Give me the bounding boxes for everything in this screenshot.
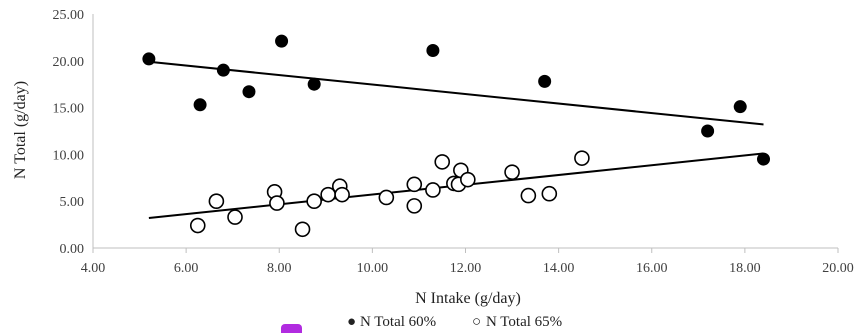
x-tick-label: 6.00 [174,261,199,276]
x-axis-title: N Intake (g/day) [415,290,521,307]
data-points [142,34,770,238]
x-tick-labels: 4.00 6.00 8.00 10.00 12.00 14.00 16.00 18.00 20.… [81,261,854,276]
y-tick-label: 5.00 [60,195,85,210]
x-tick-label: 18.00 [729,261,761,276]
overlay-badge[interactable] [281,324,302,333]
data-point-series-1 [757,152,770,166]
y-tick-label: 20.00 [53,55,85,70]
data-point-series-1 [426,44,440,58]
data-point-series-2 [334,186,350,203]
axes [92,14,839,253]
y-tick-label: 15.00 [53,102,85,117]
data-point-series-1 [733,100,747,114]
x-tick-label: 20.00 [822,261,854,276]
data-point-series-2 [574,150,590,166]
trendline-series-1 [148,60,764,126]
data-point-series-2 [520,187,537,204]
data-point-series-1 [275,34,289,48]
legend: ● N Total 60% ○ N Total 65% [347,314,562,330]
data-point-series-2 [227,209,243,225]
data-point-series-2 [504,164,520,180]
data-point-series-2 [406,176,423,193]
data-point-series-1 [307,77,321,91]
y-axis-title: N Total (g/day) [12,81,29,179]
data-point-series-2 [434,154,451,170]
data-point-series-2 [406,198,423,214]
trendlines [148,60,764,220]
data-point-series-1 [216,63,230,77]
legend-label-60: N Total 60% [360,314,436,330]
y-tick-labels: 0.00 5.00 10.00 15.00 20.00 25.00 [53,8,85,257]
data-point-series-2 [541,185,558,202]
data-point-series-2 [460,171,476,188]
data-point-series-2 [294,221,311,238]
data-point-series-2 [378,189,395,206]
data-point-series-2 [425,182,441,198]
data-point-series-1 [242,85,256,99]
legend-marker-65: ○ [472,314,481,330]
legend-label-65: N Total 65% [486,314,562,330]
x-tick-label: 12.00 [450,261,482,276]
data-point-series-1 [701,124,715,138]
data-point-series-1 [538,74,552,88]
data-point-series-2 [269,195,285,211]
data-point-series-2 [306,193,322,209]
data-point-series-1 [142,52,156,66]
y-tick-label: 25.00 [53,8,85,23]
data-point-series-2 [189,217,206,234]
y-tick-label: 10.00 [53,148,85,163]
data-point-series-1 [193,98,207,112]
x-tick-label: 4.00 [81,261,106,276]
x-tick-label: 16.00 [636,261,668,276]
x-tick-label: 8.00 [267,261,292,276]
x-tick-label: 10.00 [357,261,389,276]
y-tick-label: 0.00 [60,242,85,257]
x-tick-label: 14.00 [543,261,575,276]
legend-marker-60: ● [347,314,356,330]
data-point-series-2 [208,193,225,209]
